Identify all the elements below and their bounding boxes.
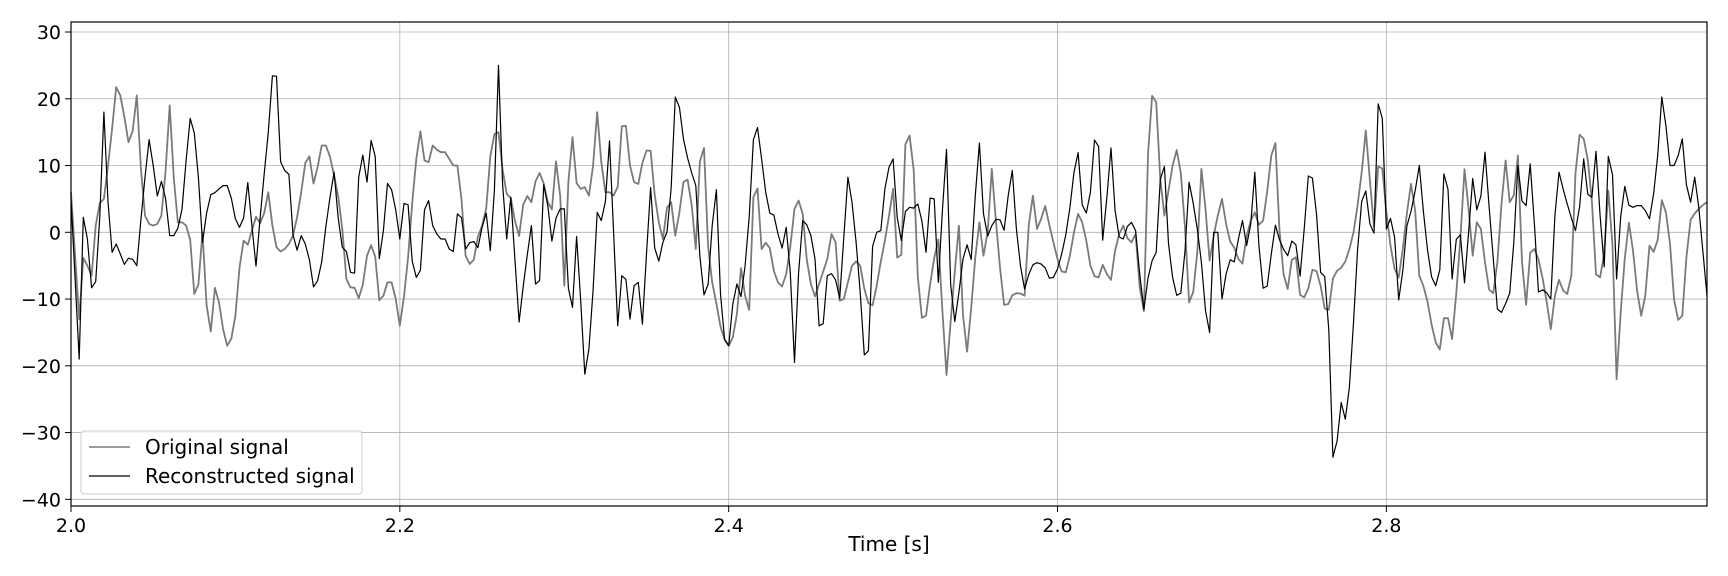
- series-line-1: [70, 64, 1708, 458]
- legend-label-reconstructed: Reconstructed signal: [145, 464, 355, 488]
- legend-label-original: Original signal: [145, 435, 289, 459]
- series-line-0: [70, 86, 1708, 381]
- x-axis-label: Time [s]: [847, 532, 929, 556]
- x-tick-label-0: 2.0: [56, 515, 86, 537]
- series-layer: [70, 64, 1708, 458]
- grid: [70, 22, 1707, 506]
- y-tick-label-7: −40: [21, 489, 61, 511]
- x-tick-label-3: 2.6: [1042, 515, 1072, 537]
- x-axis: 2.0 2.2 2.4 2.6 2.8: [56, 506, 1401, 537]
- y-tick-label-4: −10: [21, 289, 61, 311]
- legend: Original signal Reconstructed signal: [80, 430, 363, 495]
- x-tick-label-4: 2.8: [1371, 515, 1401, 537]
- plot-frame: [70, 21, 1708, 507]
- x-tick-label-2: 2.4: [714, 515, 744, 537]
- y-axis: 30 20 10 0 −10 −20 −30 −40: [21, 22, 71, 511]
- y-tick-label-6: −30: [21, 423, 61, 445]
- x-tick-label-1: 2.2: [385, 515, 415, 537]
- y-tick-label-0: 30: [37, 22, 61, 44]
- legend-box: [80, 430, 363, 495]
- y-tick-label-1: 20: [37, 89, 61, 111]
- y-tick-label-2: 10: [37, 156, 61, 178]
- y-tick-label-3: 0: [49, 222, 61, 244]
- y-tick-label-5: −20: [21, 356, 61, 378]
